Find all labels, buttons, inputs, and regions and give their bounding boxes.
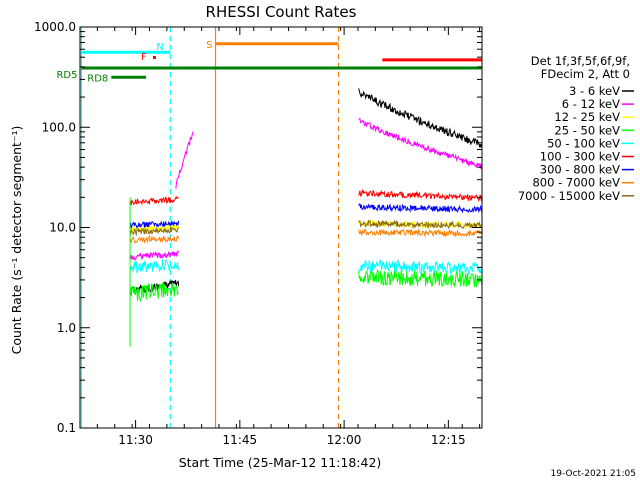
- y-tick-label-2: 10.0: [49, 221, 76, 235]
- series-4-segment-2: [358, 258, 482, 276]
- legend-header-0: Det 1f,3f,5f,6f,9f,: [531, 54, 630, 68]
- flag-label-2: RD5: [56, 70, 77, 81]
- y-tick-label-3: 100.0: [42, 120, 76, 134]
- y-tick-label-4: 1000.0: [34, 20, 76, 34]
- legend-label-0: 3 - 6 keV: [569, 84, 620, 98]
- legend-label-5: 100 - 300 keV: [540, 150, 620, 164]
- x-axis-label: Start Time (25-Mar-12 11:18:42): [179, 455, 382, 470]
- y-axis-label: Count Rate (s⁻¹ detector segment⁻¹): [9, 126, 24, 355]
- series-8-segment-2: [358, 219, 482, 230]
- series-6-segment-2: [358, 203, 482, 214]
- magenta-spike: [175, 131, 194, 189]
- x-tick-label-0: 11:30: [118, 433, 153, 447]
- series-7-segment-1: [129, 234, 180, 244]
- series-0-segment-2: [358, 88, 482, 149]
- flag-label-0: N: [156, 42, 163, 53]
- series-4-segment-1: [129, 259, 180, 274]
- plot-inner: [80, 27, 482, 428]
- series-7-segment-2: [358, 228, 482, 238]
- timestamp: 19-Oct-2021 21:05: [551, 469, 636, 479]
- y-tick-label-0: 0.1: [57, 421, 76, 435]
- axes: 11:30 11:45 12:00 12:15 0.1 1.0 10.0 100.0 1000.…: [34, 20, 483, 447]
- series-3-segment-2: [358, 269, 482, 288]
- legend: Det 1f,3f,5f,6f,9f,FDecim 2, Att 0 3 - 6 …: [518, 54, 634, 203]
- flag-bar-label-5: RD8: [87, 73, 108, 84]
- legend-label-4: 50 - 100 keV: [547, 136, 620, 150]
- chart-title: RHESSI Count Rates: [206, 3, 357, 21]
- legend-label-2: 12 - 25 keV: [554, 110, 620, 124]
- series-5-segment-1: [129, 195, 179, 206]
- x-tick-label-1: 11:45: [223, 433, 258, 447]
- y-tick-label-1: 1.0: [57, 321, 76, 335]
- flag-label-1: F: [141, 52, 147, 63]
- series-1-segment-1: [129, 250, 180, 261]
- legend-label-3: 25 - 50 keV: [554, 123, 620, 137]
- series-3-segment-1: [129, 282, 179, 303]
- legend-label-7: 800 - 7000 keV: [532, 176, 620, 190]
- legend-label-1: 6 - 12 keV: [562, 97, 620, 111]
- legend-label-8: 7000 - 15000 keV: [518, 189, 620, 203]
- flag-bar-label-2: S: [206, 40, 212, 51]
- legend-label-6: 300 - 800 keV: [540, 163, 620, 177]
- series-5-segment-2: [358, 188, 482, 203]
- flag-dot: [153, 56, 156, 59]
- x-tick-label-3: 12:15: [431, 433, 466, 447]
- x-tick-label-2: 12:00: [327, 433, 362, 447]
- legend-header-1: FDecim 2, Att 0: [541, 67, 630, 81]
- series-8-segment-1: [129, 226, 179, 237]
- plot-area: S RD8 NF RD5: [56, 27, 482, 428]
- series-6-segment-1: [129, 220, 180, 230]
- series-1-segment-2: [358, 117, 482, 170]
